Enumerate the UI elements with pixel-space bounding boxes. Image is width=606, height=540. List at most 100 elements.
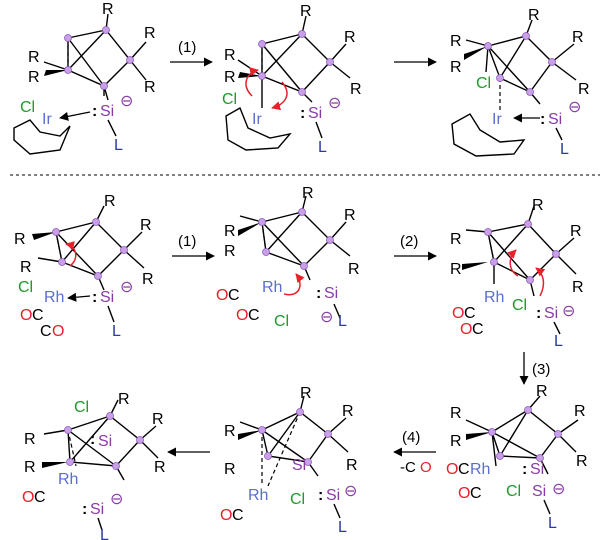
rhodium-center: Rh <box>44 289 64 306</box>
step-arrow-2: (2) <box>394 233 437 261</box>
substituent-r: R <box>14 231 26 248</box>
substituent-r: R <box>574 403 586 420</box>
substituent-r: R <box>144 25 156 42</box>
rhodium-center: Rh <box>262 279 282 296</box>
carbonyl-oxygen: O <box>216 287 228 304</box>
substituent-r: R <box>302 185 314 202</box>
negative-charge: ⊖ <box>562 303 575 320</box>
substituent-r: R <box>144 79 156 96</box>
ligand-l: L <box>100 527 109 540</box>
ligand-l: L <box>338 519 347 536</box>
ir-complex-product: R R R R R Cl Ir : Si ⊖ L <box>450 7 590 158</box>
iridium-center: Ir <box>252 111 262 128</box>
chloride: Cl <box>274 313 289 330</box>
rh-complex-bottom-right: R R R R R O C Rh O C : Si Cl Si ⊖ L <box>446 383 588 532</box>
silicon-atom: Si <box>90 501 104 518</box>
carbonyl-oxygen: O <box>460 321 472 338</box>
iridium-center: Ir <box>42 111 52 128</box>
rh-complex-chlorine-migrated: R R R R R Rh O C O C Cl : Si ⊖ L <box>450 197 584 350</box>
substituent-r: R <box>578 81 590 98</box>
substituent-r: R <box>140 217 152 234</box>
rh-complex-start: R R R R R Cl Rh O C C O : Si ⊖ L <box>14 193 154 340</box>
step-arrow-3: (3) <box>519 352 550 385</box>
step-label: (1) <box>178 39 196 56</box>
step-arrow-1-top: (1) <box>170 39 213 67</box>
substituent-r: R <box>154 459 166 476</box>
negative-charge: ⊖ <box>120 279 133 296</box>
chloride: Cl <box>74 399 89 416</box>
lone-pair: : <box>318 487 323 504</box>
substituent-r: R <box>224 223 236 240</box>
carbonyl-carbon: C <box>228 287 240 304</box>
silicon-atom: Si <box>326 487 340 504</box>
rhodium-center: Rh <box>248 487 268 504</box>
ligand-l: L <box>548 515 557 532</box>
substituent-r: R <box>572 279 584 296</box>
substituent-r: R <box>450 405 462 422</box>
substituent-r: R <box>24 459 36 476</box>
ir-complex-intermediate: R R R R R Cl Ir : Si ⊖ L <box>222 3 362 156</box>
carbonyl-oxygen: O <box>458 485 470 502</box>
rhodium-center: Rh <box>484 289 504 306</box>
substituent-r: R <box>572 29 584 46</box>
carbonyl-oxygen: O <box>220 507 232 524</box>
silicon-atom: Si <box>308 105 322 122</box>
substituent-r: R <box>450 59 462 76</box>
carbonyl-oxygen: O <box>452 305 464 322</box>
substituent-r: R <box>532 197 544 214</box>
substituent-r: R <box>300 385 312 402</box>
step-label: (3) <box>532 361 550 378</box>
carbonyl-oxygen: O <box>22 489 34 506</box>
silicon-atom: Si <box>98 433 112 450</box>
substituent-r: R <box>152 411 164 428</box>
carbonyl-carbon: C <box>472 321 484 338</box>
lone-pair: : <box>522 461 527 478</box>
iridium-center: Ir <box>492 111 502 128</box>
silicon-atom: Si <box>100 103 114 120</box>
carbonyl-carbon: C <box>464 305 476 322</box>
carbonyl-oxygen: O <box>236 307 248 324</box>
substituent-r: R <box>20 259 32 276</box>
silicon-atom: Si <box>100 289 114 306</box>
carbonyl-carbon: C <box>458 461 470 478</box>
silicon-atom: Si <box>324 285 338 302</box>
substituent-r: R <box>24 431 36 448</box>
rhodium-center: Rh <box>58 471 78 488</box>
co-loss-label: -C <box>400 459 416 476</box>
negative-charge: ⊖ <box>120 93 133 110</box>
carbonyl-oxygen: O <box>20 307 32 324</box>
ir-complex-start: R R R R R : Si ⊖ L Cl Ir <box>13 1 156 155</box>
rhodium-center: Rh <box>470 461 490 478</box>
substituent-r: R <box>224 423 236 440</box>
negative-charge: ⊖ <box>110 491 123 508</box>
silicon-atom: Si <box>532 483 546 500</box>
substituent-r: R <box>102 1 114 18</box>
ligand-l: L <box>112 323 121 340</box>
carbonyl-carbon: C <box>34 489 46 506</box>
substituent-r: R <box>450 231 462 248</box>
silicon-atom: Si <box>292 457 306 474</box>
substituent-r: R <box>28 69 40 86</box>
lone-pair: : <box>90 431 95 448</box>
carbonyl-oxygen: O <box>52 323 64 340</box>
rh-complex-intermediate: R R R R R Rh O C O C Cl : Si ⊖ L <box>216 185 360 330</box>
lone-pair: : <box>92 289 97 306</box>
negative-charge: ⊖ <box>552 481 565 498</box>
rh-complex-bottom-middle: R R R R R Si Rh O C Cl : Si ⊖ L <box>220 385 358 536</box>
chloride: Cl <box>476 75 491 92</box>
carbonyl-carbon: C <box>248 307 260 324</box>
substituent-r: R <box>450 261 462 278</box>
rh-complex-final: R R R R R Cl : Si Rh O C : Si ⊖ L <box>22 391 166 540</box>
chloride: Cl <box>290 491 305 508</box>
silicon-atom: Si <box>530 461 544 478</box>
negative-charge: ⊖ <box>328 95 341 112</box>
chloride: Cl <box>20 99 35 116</box>
co-loss-oxygen: O <box>420 459 432 476</box>
step-label: (1) <box>178 233 196 250</box>
substituent-r: R <box>344 207 356 224</box>
step-arrow-1-middle: (1) <box>172 233 215 261</box>
carbonyl-carbon: C <box>470 485 482 502</box>
substituent-r: R <box>450 433 462 450</box>
lone-pair: : <box>300 105 305 122</box>
